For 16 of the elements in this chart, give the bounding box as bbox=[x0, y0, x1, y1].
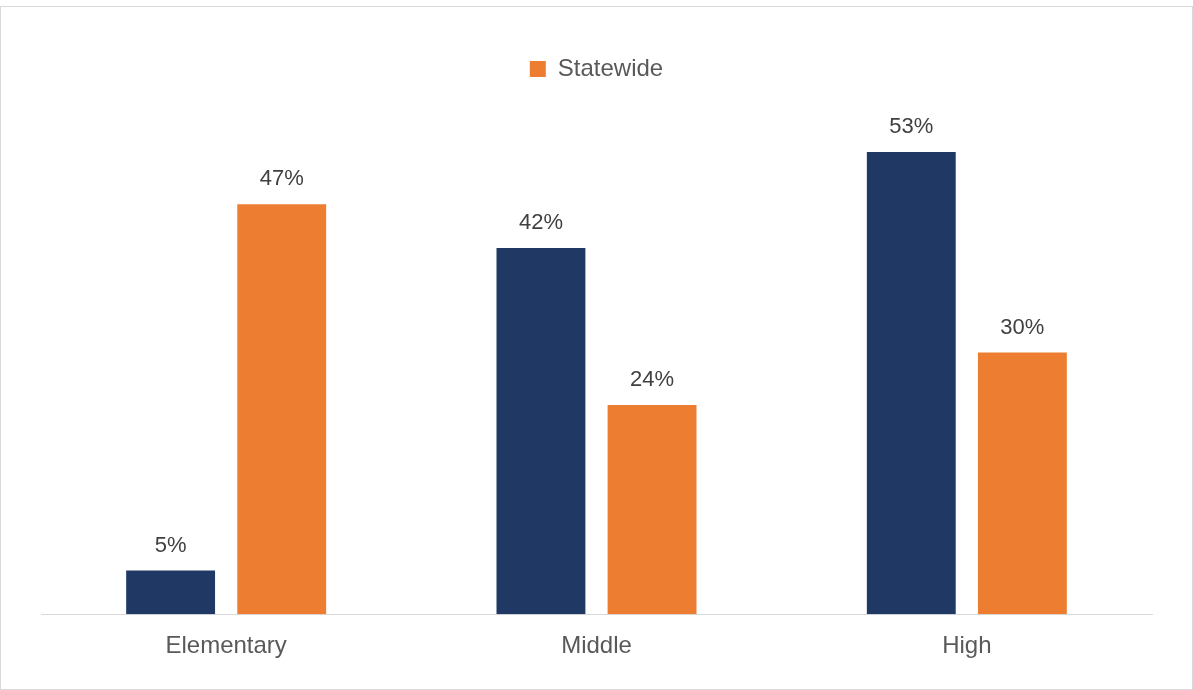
data-label: 5% bbox=[154, 531, 187, 557]
bar bbox=[496, 247, 586, 615]
data-label: 30% bbox=[1000, 313, 1045, 339]
bar bbox=[237, 204, 327, 615]
x-tick-label: Elementary bbox=[165, 631, 287, 659]
bar bbox=[607, 404, 697, 615]
data-label: 53% bbox=[889, 113, 934, 139]
legend-label: Statewide bbox=[557, 53, 664, 81]
x-tick-label: High bbox=[942, 631, 992, 659]
bar bbox=[977, 352, 1067, 615]
bar bbox=[866, 152, 956, 615]
data-label: 47% bbox=[259, 165, 304, 191]
bar bbox=[126, 570, 216, 615]
x-tick-label: Middle bbox=[561, 631, 632, 659]
data-label: 42% bbox=[518, 209, 563, 235]
data-label: 24% bbox=[630, 365, 675, 391]
